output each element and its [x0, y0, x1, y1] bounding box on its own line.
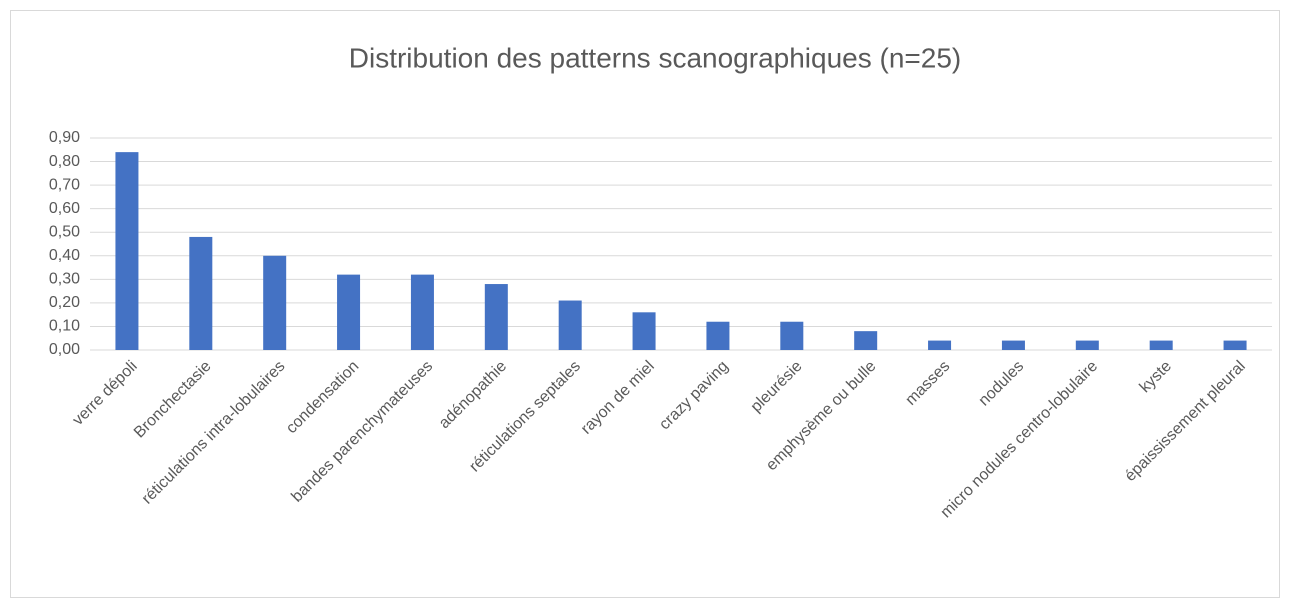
- y-tick-label: 0,80: [49, 153, 80, 170]
- bar: [1149, 340, 1173, 350]
- bar: [706, 321, 730, 350]
- y-tick-label: 0,50: [49, 223, 80, 240]
- bar: [854, 331, 878, 350]
- bar: [780, 321, 804, 350]
- chart-title: Distribution des patterns scanographique…: [349, 42, 961, 73]
- bar: [337, 274, 361, 350]
- bar: [928, 340, 952, 350]
- bar: [558, 300, 582, 350]
- bar: [263, 255, 287, 350]
- bar: [484, 284, 508, 350]
- chart-border: [10, 10, 1280, 598]
- bar: [1075, 340, 1099, 350]
- y-tick-label: 0,90: [49, 129, 80, 146]
- bar: [410, 274, 434, 350]
- y-tick-label: 0,70: [49, 176, 80, 193]
- y-tick-label: 0,40: [49, 247, 80, 264]
- bar: [115, 152, 139, 350]
- bar: [1001, 340, 1025, 350]
- y-tick-label: 0,10: [49, 318, 80, 335]
- y-tick-label: 0,00: [49, 341, 80, 358]
- bar: [189, 236, 213, 350]
- y-tick-label: 0,60: [49, 200, 80, 217]
- y-tick-label: 0,20: [49, 294, 80, 311]
- y-tick-label: 0,30: [49, 271, 80, 288]
- bar: [1223, 340, 1247, 350]
- bar: [632, 312, 656, 350]
